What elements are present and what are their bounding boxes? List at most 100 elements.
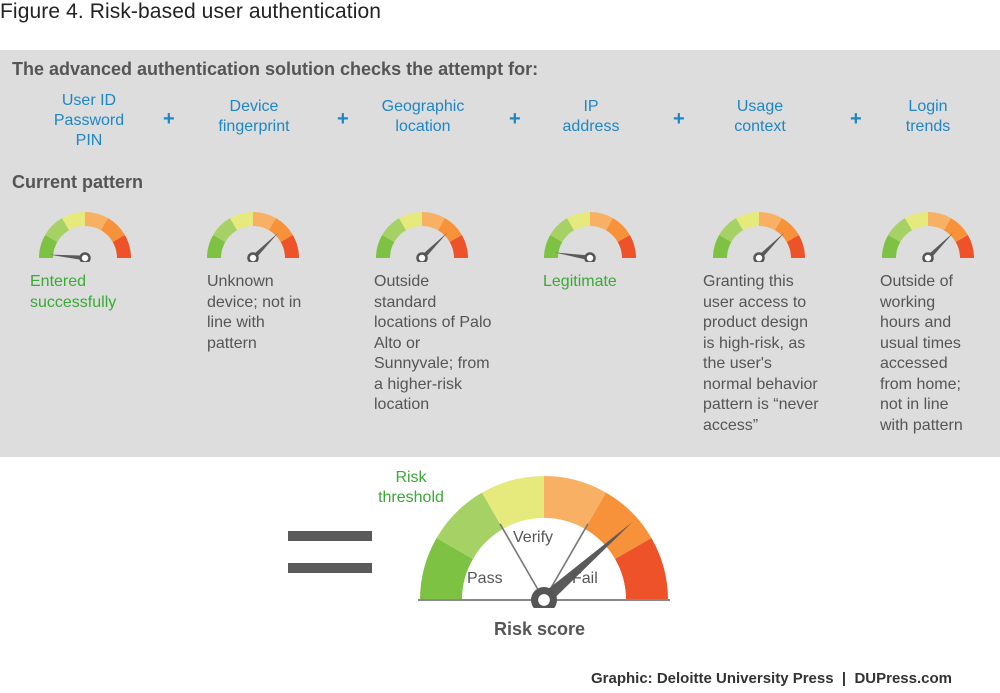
desc-line: access” bbox=[703, 416, 759, 434]
gauge-segment bbox=[928, 212, 951, 231]
pattern-description: Outside standard locations of Palo Alto … bbox=[374, 272, 509, 416]
pattern-description: Entered successfully bbox=[30, 272, 165, 313]
desc-line: Entered bbox=[30, 273, 87, 290]
gauge-needle bbox=[757, 232, 785, 260]
gauge-segment bbox=[719, 218, 743, 242]
gauge-segment bbox=[45, 218, 69, 242]
gauge-segment bbox=[585, 492, 652, 559]
desc-line: product design bbox=[703, 314, 808, 331]
gauge-segment bbox=[786, 235, 805, 258]
factor-line: context bbox=[734, 118, 786, 135]
equals-bar-top bbox=[288, 531, 372, 541]
gauge-segment bbox=[615, 538, 668, 600]
factor-line: PIN bbox=[75, 132, 103, 149]
gauge-segment bbox=[420, 538, 473, 600]
gauge-segment bbox=[567, 212, 590, 231]
desc-line: accessed bbox=[880, 355, 948, 372]
gauge-segment bbox=[269, 218, 293, 242]
gauge-segment bbox=[544, 235, 563, 258]
desc-line: is high-risk, as bbox=[703, 334, 806, 352]
gauge-needle bbox=[554, 252, 591, 261]
desc-line: device; not in bbox=[207, 293, 302, 311]
desc-line: from home; bbox=[880, 375, 961, 393]
factor-line: Password bbox=[53, 112, 125, 129]
factor-ip-address: IP address bbox=[526, 97, 656, 137]
desc-line: normal behavior bbox=[703, 375, 818, 393]
desc-line: location bbox=[374, 396, 430, 413]
gauge-segment bbox=[382, 218, 406, 242]
desc-line: usual times bbox=[880, 334, 961, 352]
gauge-hub bbox=[79, 252, 91, 262]
factor-line: IP bbox=[583, 98, 599, 115]
factor-line: User ID bbox=[61, 92, 117, 109]
gauge-segment bbox=[399, 212, 422, 231]
desc-line: Outside of bbox=[880, 273, 953, 290]
gauge-segment bbox=[253, 212, 276, 231]
gauge-needle bbox=[540, 521, 633, 605]
desc-line: with pattern bbox=[880, 416, 963, 434]
plus-sign: + bbox=[509, 108, 521, 130]
zone-divider bbox=[499, 523, 545, 601]
figure-title: Figure 4. Risk-based user authentication bbox=[0, 0, 382, 23]
factor-line: Usage bbox=[736, 98, 784, 115]
gauge-segment bbox=[606, 218, 630, 242]
small-gauge-4 bbox=[544, 212, 636, 262]
risk-score-caption: Risk score bbox=[494, 619, 586, 639]
gauge-segment bbox=[112, 235, 131, 258]
small-gauge-3 bbox=[376, 212, 468, 262]
pattern-heading: Current pattern bbox=[12, 172, 144, 192]
small-gauge-1 bbox=[39, 212, 131, 262]
gauge-segment bbox=[944, 218, 968, 242]
panel-heading: The advanced authentication solution che… bbox=[12, 59, 539, 79]
desc-line: working bbox=[880, 293, 936, 311]
small-gauge-2 bbox=[207, 212, 299, 262]
gauge-face bbox=[462, 518, 626, 600]
gauge-segment bbox=[955, 235, 974, 258]
desc-line: Outside bbox=[374, 273, 430, 290]
gauge-hub bbox=[416, 252, 428, 262]
zone-fail-label: Fail bbox=[572, 570, 598, 587]
gauge-segment bbox=[230, 212, 253, 231]
gauge-segment bbox=[617, 235, 636, 258]
small-gauge-5 bbox=[713, 212, 805, 262]
checks-panel bbox=[0, 50, 1000, 457]
gauge-segment bbox=[101, 218, 125, 242]
desc-line: Alto or bbox=[374, 334, 421, 352]
threshold-line: Risk bbox=[395, 469, 427, 486]
plus-sign: + bbox=[850, 108, 862, 130]
small-gauge-6 bbox=[882, 212, 974, 262]
gauge-hub-center bbox=[538, 594, 550, 606]
gauge-segment bbox=[775, 218, 799, 242]
desc-line: Sunnyvale; from bbox=[374, 355, 490, 372]
desc-line: hours and bbox=[880, 314, 952, 331]
desc-line: a higher-risk bbox=[374, 375, 463, 393]
factor-line: trends bbox=[905, 118, 951, 135]
desc-line: pattern bbox=[207, 334, 257, 352]
zone-verify-label: Verify bbox=[513, 529, 554, 546]
factor-usage-context: Usage context bbox=[695, 97, 825, 137]
gauge-segment bbox=[213, 218, 237, 242]
gauge-hub bbox=[247, 252, 259, 262]
gauge-segment bbox=[736, 212, 759, 231]
gauge-segment bbox=[888, 218, 912, 242]
desc-line: the user's bbox=[703, 355, 772, 372]
factor-device-fingerprint: Device fingerprint bbox=[189, 97, 319, 137]
desc-line: locations of Palo bbox=[374, 314, 492, 331]
factor-line: Geographic bbox=[381, 98, 465, 115]
gauge-segment bbox=[550, 218, 574, 242]
desc-line: pattern is “never bbox=[703, 396, 819, 413]
gauge-segment bbox=[85, 212, 108, 231]
factor-line: fingerprint bbox=[218, 118, 290, 135]
threshold-line: threshold bbox=[378, 489, 444, 506]
risk-threshold-label: Risk threshold bbox=[366, 468, 456, 508]
gauge-hub bbox=[584, 252, 596, 262]
zone-pass-label: Pass bbox=[467, 570, 503, 587]
gauge-segment bbox=[376, 235, 395, 258]
gauge-segment bbox=[905, 212, 928, 231]
gauge-segment bbox=[590, 212, 613, 231]
pattern-description: Granting this user access to product des… bbox=[703, 272, 843, 436]
pattern-description: Legitimate bbox=[543, 272, 678, 293]
gauge-segment bbox=[544, 476, 606, 529]
gauge-segment bbox=[422, 212, 445, 231]
gauge-segment bbox=[207, 235, 226, 258]
